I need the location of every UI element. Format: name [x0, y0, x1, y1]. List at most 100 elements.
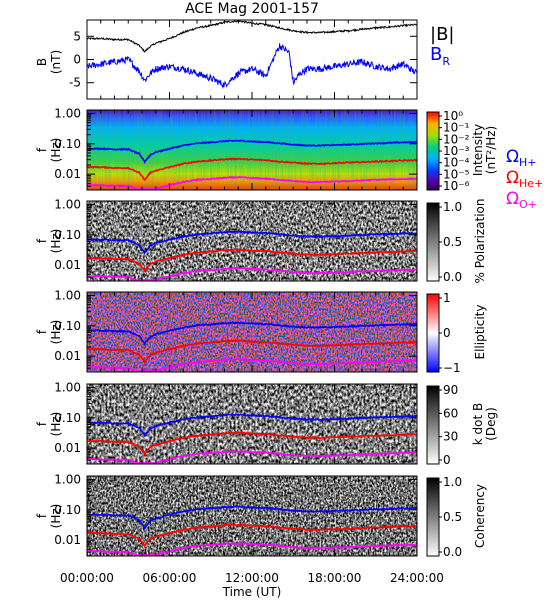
b-field-ylabel: B — [35, 58, 49, 66]
gyrofrequency-line-oplus — [86, 541, 418, 556]
gyrofrequency-line-hplus — [86, 505, 418, 531]
freq-ytick-label: 1.00 — [54, 472, 81, 486]
freq-yunit: (Hz) — [49, 138, 63, 163]
x-axis-label: Time (UT) — [222, 585, 282, 599]
colorbar-tick-label: 10⁻⁴ — [443, 156, 470, 170]
spectrogram-panel-polarization: 1.00 0.10 0.01 f (Hz) 1.0 0.5 0.0 % Polarization — [35, 197, 487, 284]
gyrofrequency-line-hplus — [86, 321, 418, 348]
colorbar-tick-label: 0.0 — [443, 545, 462, 559]
colorbar-tick-label: 1 — [443, 291, 451, 305]
colorbar-tick-label: 1.0 — [443, 475, 462, 489]
freq-ytick-label: 0.10 — [54, 137, 81, 151]
x-tick-label: 18:00:00 — [308, 571, 362, 585]
polarization-colorbar — [426, 202, 440, 282]
colorbar-label: Coherency — [473, 484, 487, 548]
colorbar-tick-label: 10⁻³ — [443, 144, 470, 158]
colorbar-tick-label: 1.0 — [443, 200, 462, 214]
colorbar-tick-label: 10⁻⁵ — [443, 167, 470, 181]
freq-ytick-label: 1.00 — [54, 380, 81, 394]
legend-omega-o: ΩO+ — [506, 189, 537, 211]
colorbar-label: k dot B — [471, 403, 485, 445]
gyrofrequency-line-oplus — [86, 266, 418, 282]
b-field-panel: 5 0 -5 B (nT) |B| BR — [35, 19, 454, 100]
colorbar-tick-label: 60 — [443, 406, 458, 420]
colorbar-label: % Polarization — [473, 199, 487, 284]
freq-ytick-label: 0.01 — [54, 258, 81, 272]
freq-ytick-label: 0.10 — [54, 319, 81, 333]
colorbar-label: Intensity — [471, 124, 485, 176]
intensity-colorbar — [426, 111, 440, 191]
freq-ylabel: f — [35, 329, 49, 334]
b-field-yunit: (nT) — [49, 50, 63, 74]
b-magnitude-line — [86, 20, 418, 53]
x-tick-label: 12:00:00 — [225, 571, 279, 585]
gyrofrequency-line-oplus — [86, 175, 418, 190]
freq-ytick-label: 0.01 — [54, 533, 81, 547]
gyrofrequency-line-heplus — [86, 431, 418, 457]
gyrofrequency-legend: ΩH+ ΩHe+ ΩO+ — [506, 147, 543, 211]
colorbar-tick-label: 10⁻¹ — [443, 121, 470, 135]
b-radial-line — [86, 43, 418, 89]
gyrofrequency-line-heplus — [86, 248, 418, 272]
freq-ytick-label: 0.10 — [54, 503, 81, 517]
b-field-panel-frame — [86, 19, 418, 100]
freq-ylabel: f — [35, 421, 49, 426]
freq-ytick-label: 1.00 — [54, 288, 81, 302]
freq-yunit: (Hz) — [49, 229, 63, 254]
legend-omega-he: ΩHe+ — [506, 168, 543, 190]
freq-ylabel: f — [35, 147, 49, 152]
colorbar-tick-label: 10⁻⁶ — [443, 179, 470, 193]
colorbar-tick-label: 0 — [443, 326, 451, 340]
gyrofrequency-line-oplus — [86, 450, 418, 464]
freq-ytick-label: 0.01 — [54, 441, 81, 455]
colorbar-tick-label: 0.5 — [443, 235, 462, 249]
gyrofrequency-line-heplus — [86, 523, 418, 549]
gyrofrequency-line-heplus — [86, 339, 418, 365]
freq-yunit: (Hz) — [49, 412, 63, 437]
kdotb-colorbar — [426, 385, 440, 465]
ellipticity-colorbar — [426, 293, 440, 373]
colorbar-tick-label: 30 — [443, 430, 458, 444]
gyrofrequency-line-hplus — [86, 139, 418, 165]
spectrogram-panel-coherency: 1.00 0.10 0.01 f (Hz) 1.0 0.5 0.0 Coherency — [35, 472, 487, 559]
colorbar-tick-label: 90 — [443, 383, 458, 397]
freq-ytick-label: 0.01 — [54, 349, 81, 363]
x-tick-label: 00:00:00 — [60, 571, 114, 585]
colorbar-label: (nT²/Hz) — [484, 126, 498, 174]
colorbar-tick-label: 0 — [443, 453, 451, 467]
freq-ytick-label: 0.10 — [54, 411, 81, 425]
spectrogram-panel-ellipticity: 1.00 0.10 0.01 f (Hz) 1 0 −1 Ellipticity — [35, 288, 487, 375]
freq-ytick-label: 0.01 — [54, 167, 81, 181]
colorbar-tick-label: 0.5 — [443, 510, 462, 524]
gyrofrequency-line-hplus — [86, 230, 418, 255]
colorbar-label: Ellipticity — [473, 305, 487, 360]
colorbar-label: (Deg) — [484, 407, 498, 441]
x-tick-label: 06:00:00 — [143, 571, 197, 585]
legend-b-magnitude: |B| — [430, 24, 454, 45]
x-tick-label: 24:00:00 — [390, 571, 444, 585]
freq-ylabel: f — [35, 238, 49, 243]
chart-title: ACE Mag 2001-157 — [185, 1, 319, 17]
spectrogram-panel-kdotb: 1.00 0.10 0.01 f (Hz) 90 60 30 0 k dot B (Deg) — [35, 380, 498, 467]
colorbar-tick-label: −1 — [443, 361, 461, 375]
colorbar-tick-label: 10⁻² — [443, 132, 470, 146]
gyrofrequency-line-heplus — [86, 157, 418, 182]
b-ytick-label: 5 — [73, 29, 81, 43]
legend-b-radial: BR — [430, 44, 450, 68]
freq-ytick-label: 0.10 — [54, 228, 81, 242]
freq-ytick-label: 1.00 — [54, 197, 81, 211]
freq-ylabel: f — [35, 513, 49, 518]
colorbar-tick-label: 0.0 — [443, 270, 462, 284]
spectrogram-panel-intensity: 1.00 0.10 0.01 f (Hz) 10⁰10⁻¹10⁻²10⁻³10⁻⁴10⁻⁵… — [35, 106, 498, 193]
legend-omega-h: ΩH+ — [506, 147, 537, 169]
b-ytick-label: -5 — [69, 76, 81, 90]
gyrofrequency-line-oplus — [86, 357, 418, 373]
colorbar-tick-label: 10⁰ — [443, 109, 463, 123]
freq-ytick-label: 1.00 — [54, 106, 81, 120]
gyrofrequency-line-hplus — [86, 413, 418, 438]
coherency-colorbar — [426, 477, 440, 557]
b-ytick-label: 0 — [73, 53, 81, 67]
freq-yunit: (Hz) — [49, 320, 63, 345]
freq-yunit: (Hz) — [49, 504, 63, 529]
